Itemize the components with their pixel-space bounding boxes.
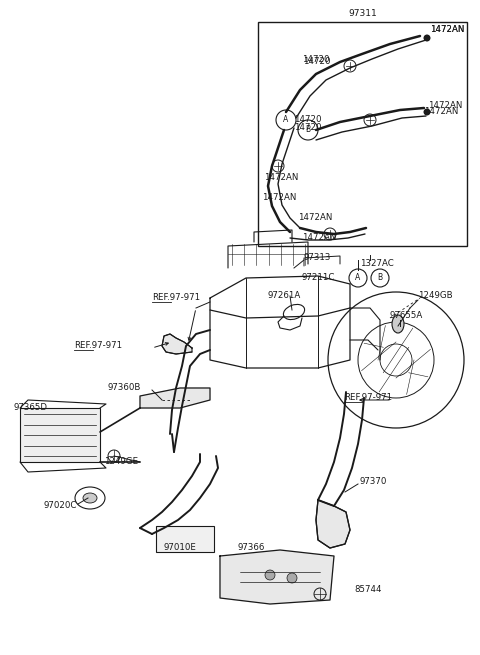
- Text: 97261A: 97261A: [268, 291, 301, 301]
- Text: 1472AN: 1472AN: [298, 214, 332, 223]
- Ellipse shape: [392, 315, 404, 333]
- Text: 97020C: 97020C: [44, 502, 77, 510]
- Text: 97313: 97313: [304, 253, 331, 263]
- Bar: [20, 408, 100, 462]
- Polygon shape: [316, 500, 350, 548]
- Text: 1472AN: 1472AN: [264, 174, 299, 183]
- Circle shape: [423, 35, 431, 41]
- Text: 1472AN: 1472AN: [424, 107, 458, 117]
- Text: REF.97-971: REF.97-971: [74, 341, 122, 350]
- Polygon shape: [162, 334, 192, 354]
- Text: 97655A: 97655A: [390, 312, 423, 320]
- Text: 14720: 14720: [294, 115, 322, 124]
- Text: 1249GB: 1249GB: [418, 291, 453, 301]
- Text: 97211C: 97211C: [302, 274, 336, 282]
- Circle shape: [423, 109, 431, 115]
- Text: REF.97-971: REF.97-971: [344, 394, 392, 403]
- Text: 97360B: 97360B: [108, 383, 142, 392]
- Text: 85744: 85744: [354, 586, 382, 595]
- Circle shape: [265, 570, 275, 580]
- Text: B: B: [377, 274, 383, 282]
- Circle shape: [287, 573, 297, 583]
- Text: 14720: 14720: [303, 58, 331, 67]
- Text: 1327AC: 1327AC: [360, 259, 394, 269]
- Text: 97365D: 97365D: [14, 403, 48, 413]
- Bar: [258, 22, 467, 246]
- Text: A: A: [283, 115, 288, 124]
- Ellipse shape: [83, 493, 97, 503]
- Text: 97010E: 97010E: [164, 544, 197, 553]
- Polygon shape: [140, 388, 210, 408]
- Text: 14720: 14720: [294, 124, 322, 132]
- Text: 97370: 97370: [360, 477, 387, 487]
- Text: B: B: [305, 126, 311, 134]
- Text: 1472AN: 1472AN: [430, 26, 464, 35]
- Text: 1472AN: 1472AN: [302, 233, 336, 242]
- Bar: [156, 526, 214, 552]
- Text: 97311: 97311: [348, 10, 377, 18]
- Text: REF.97-971: REF.97-971: [152, 293, 200, 303]
- Text: 1249GE: 1249GE: [104, 457, 138, 466]
- Text: 1472AN: 1472AN: [262, 193, 296, 202]
- Text: A: A: [355, 274, 360, 282]
- Text: 14720: 14720: [302, 56, 329, 64]
- Text: 1472AN: 1472AN: [430, 26, 464, 35]
- Text: 1472AN: 1472AN: [428, 100, 462, 109]
- Text: 97366: 97366: [238, 544, 265, 553]
- Polygon shape: [220, 550, 334, 604]
